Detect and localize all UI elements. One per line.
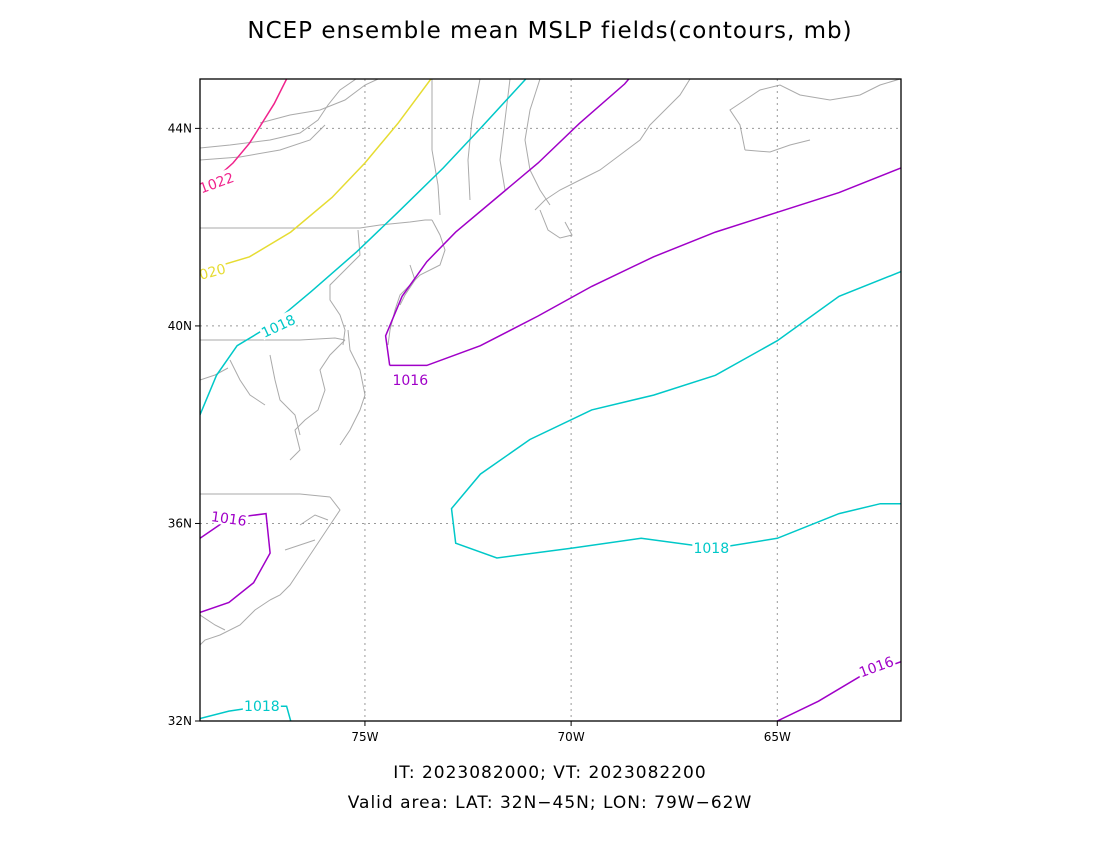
valid-area-info: Valid area: LAT: 32N−45N; LON: 79W−62W bbox=[347, 793, 753, 813]
lat-tick-label: 32N bbox=[168, 714, 192, 728]
time-info: IT: 2023082000; VT: 2023082200 bbox=[393, 763, 707, 783]
isobar-label-background bbox=[195, 259, 229, 283]
isobar-label-1016: 1016 bbox=[210, 509, 248, 530]
lat-tick-label: 44N bbox=[168, 121, 192, 135]
map-title: NCEP ensemble mean MSLP fields(contours,… bbox=[247, 18, 853, 44]
isobar-label-background bbox=[391, 371, 430, 388]
isobar-1020 bbox=[200, 79, 432, 273]
lon-tick-label: 70W bbox=[558, 730, 585, 744]
isobar-label-1022: 1022 bbox=[197, 170, 236, 197]
isobar-label-background bbox=[257, 309, 299, 341]
lat-lon-grid bbox=[200, 79, 901, 721]
lat-tick-label: 36N bbox=[168, 516, 192, 530]
isobar-1018 bbox=[200, 79, 527, 416]
isobar-1016 bbox=[389, 167, 901, 367]
isobar-label-1018: 1018 bbox=[693, 541, 729, 557]
isobar-1022 bbox=[200, 79, 288, 189]
isobar-contours bbox=[200, 79, 901, 721]
isobar-1016 bbox=[384, 79, 630, 366]
isobar-1018 bbox=[450, 270, 901, 559]
coastline-borders bbox=[200, 79, 901, 646]
isobar-label-1016: 1016 bbox=[857, 654, 896, 681]
isobar-label-background bbox=[855, 651, 897, 680]
isobar-label-1018: 1018 bbox=[244, 699, 280, 715]
isobar-label-1020: 020 bbox=[198, 261, 228, 283]
lon-tick-label: 75W bbox=[351, 730, 378, 744]
isobar-label-background bbox=[195, 167, 237, 196]
isobar-label-1016: 1016 bbox=[392, 373, 428, 389]
lat-tick-label: 40N bbox=[168, 319, 192, 333]
axis-ticks: 44N 40N 36N 32N 75W 70W 65W bbox=[168, 121, 791, 744]
isobar-label-background bbox=[209, 506, 249, 529]
lon-tick-label: 65W bbox=[764, 730, 791, 744]
isobar-label-background bbox=[692, 539, 731, 556]
isobar-label-background bbox=[242, 697, 281, 714]
plot-frame bbox=[199, 78, 902, 722]
